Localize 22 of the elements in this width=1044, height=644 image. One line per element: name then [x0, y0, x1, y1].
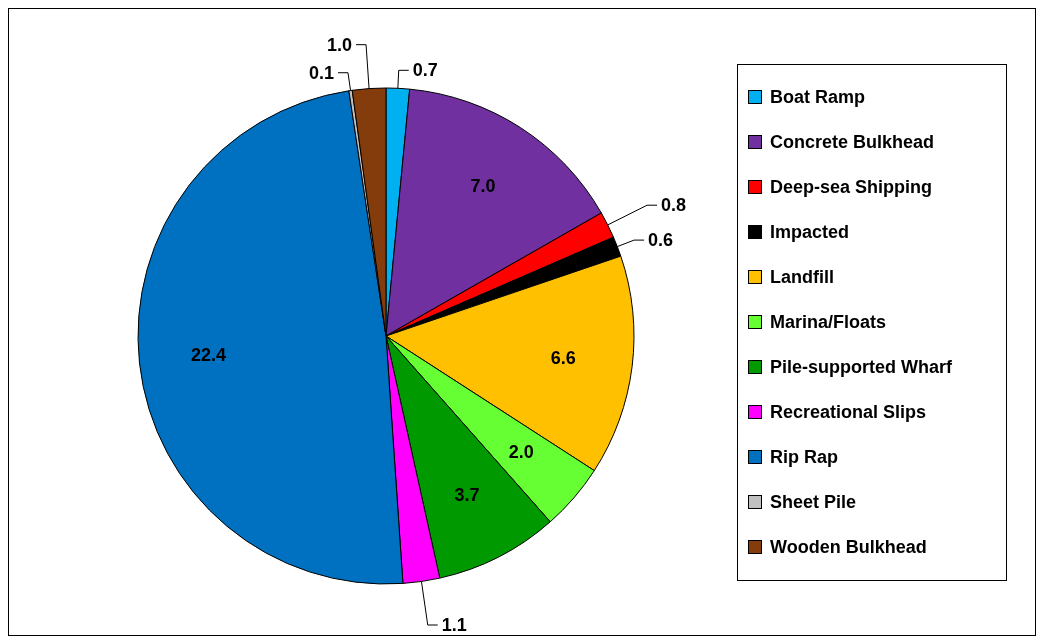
data-label: 1.1 — [441, 615, 467, 635]
data-label: 0.6 — [648, 230, 674, 251]
legend-label: Deep-sea Shipping — [770, 176, 933, 198]
legend-label: Rip Rap — [770, 446, 839, 468]
data-label: 0.1 — [308, 62, 334, 83]
legend-label: Landfill — [770, 266, 834, 288]
data-label: 6.6 — [550, 347, 576, 368]
legend-label: Recreational Slips — [770, 401, 927, 423]
legend-label: Impacted — [770, 221, 850, 243]
data-label: 7.0 — [470, 176, 496, 197]
legend-label: Boat Ramp — [770, 86, 866, 108]
data-label: 2.0 — [508, 442, 534, 463]
data-label: 22.4 — [190, 345, 227, 366]
data-label: 3.7 — [454, 485, 480, 506]
data-label: 0.8 — [661, 195, 687, 216]
data-label: 0.7 — [412, 60, 438, 81]
legend-label: Concrete Bulkhead — [770, 131, 935, 153]
legend-label: Wooden Bulkhead — [770, 536, 927, 558]
legend-label: Pile-supported Wharf — [770, 356, 953, 378]
legend-label: Marina/Floats — [770, 311, 887, 333]
data-label: 1.0 — [327, 34, 353, 55]
legend-label: Sheet Pile — [770, 491, 857, 513]
